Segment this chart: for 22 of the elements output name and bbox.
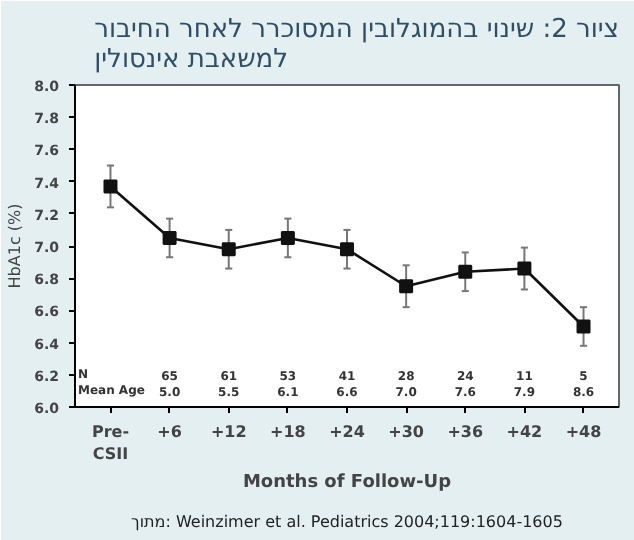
x-tick-label: +24 xyxy=(329,423,366,441)
point xyxy=(340,242,354,257)
x-axis-title: Months of Follow-Up xyxy=(242,472,453,493)
x-tick-label: Pre- CSII xyxy=(91,423,130,463)
x-tick-label: +18 xyxy=(270,423,307,441)
y-axis-title: HbA1c (%) xyxy=(6,203,25,289)
point xyxy=(458,264,473,279)
text: מתוך: Weinzimer et al. Pediatrics 2004;119:1604-1605 xyxy=(131,513,563,531)
point xyxy=(162,230,177,245)
x-tick-label: +36 xyxy=(447,423,484,441)
point xyxy=(280,230,295,245)
x-tick-label: +48 xyxy=(565,423,603,441)
point xyxy=(517,261,532,276)
x-tick-label: +30 xyxy=(388,423,425,441)
x-tick-label: +42 xyxy=(506,423,543,441)
chart-title: ציור 2: שינוי בהמוגלובין המסוכרר לאחר החיבור למשאבת אינסולין xyxy=(94,15,620,75)
point xyxy=(103,179,118,194)
point xyxy=(221,242,236,257)
point xyxy=(399,279,414,294)
point xyxy=(576,319,591,334)
x-tick-label: +12 xyxy=(210,423,247,441)
x-tick-label: +6 xyxy=(157,423,183,441)
